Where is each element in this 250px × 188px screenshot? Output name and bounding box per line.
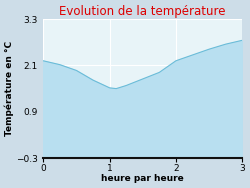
Title: Evolution de la température: Evolution de la température — [60, 5, 226, 18]
X-axis label: heure par heure: heure par heure — [101, 174, 184, 183]
Y-axis label: Température en °C: Température en °C — [5, 41, 14, 136]
